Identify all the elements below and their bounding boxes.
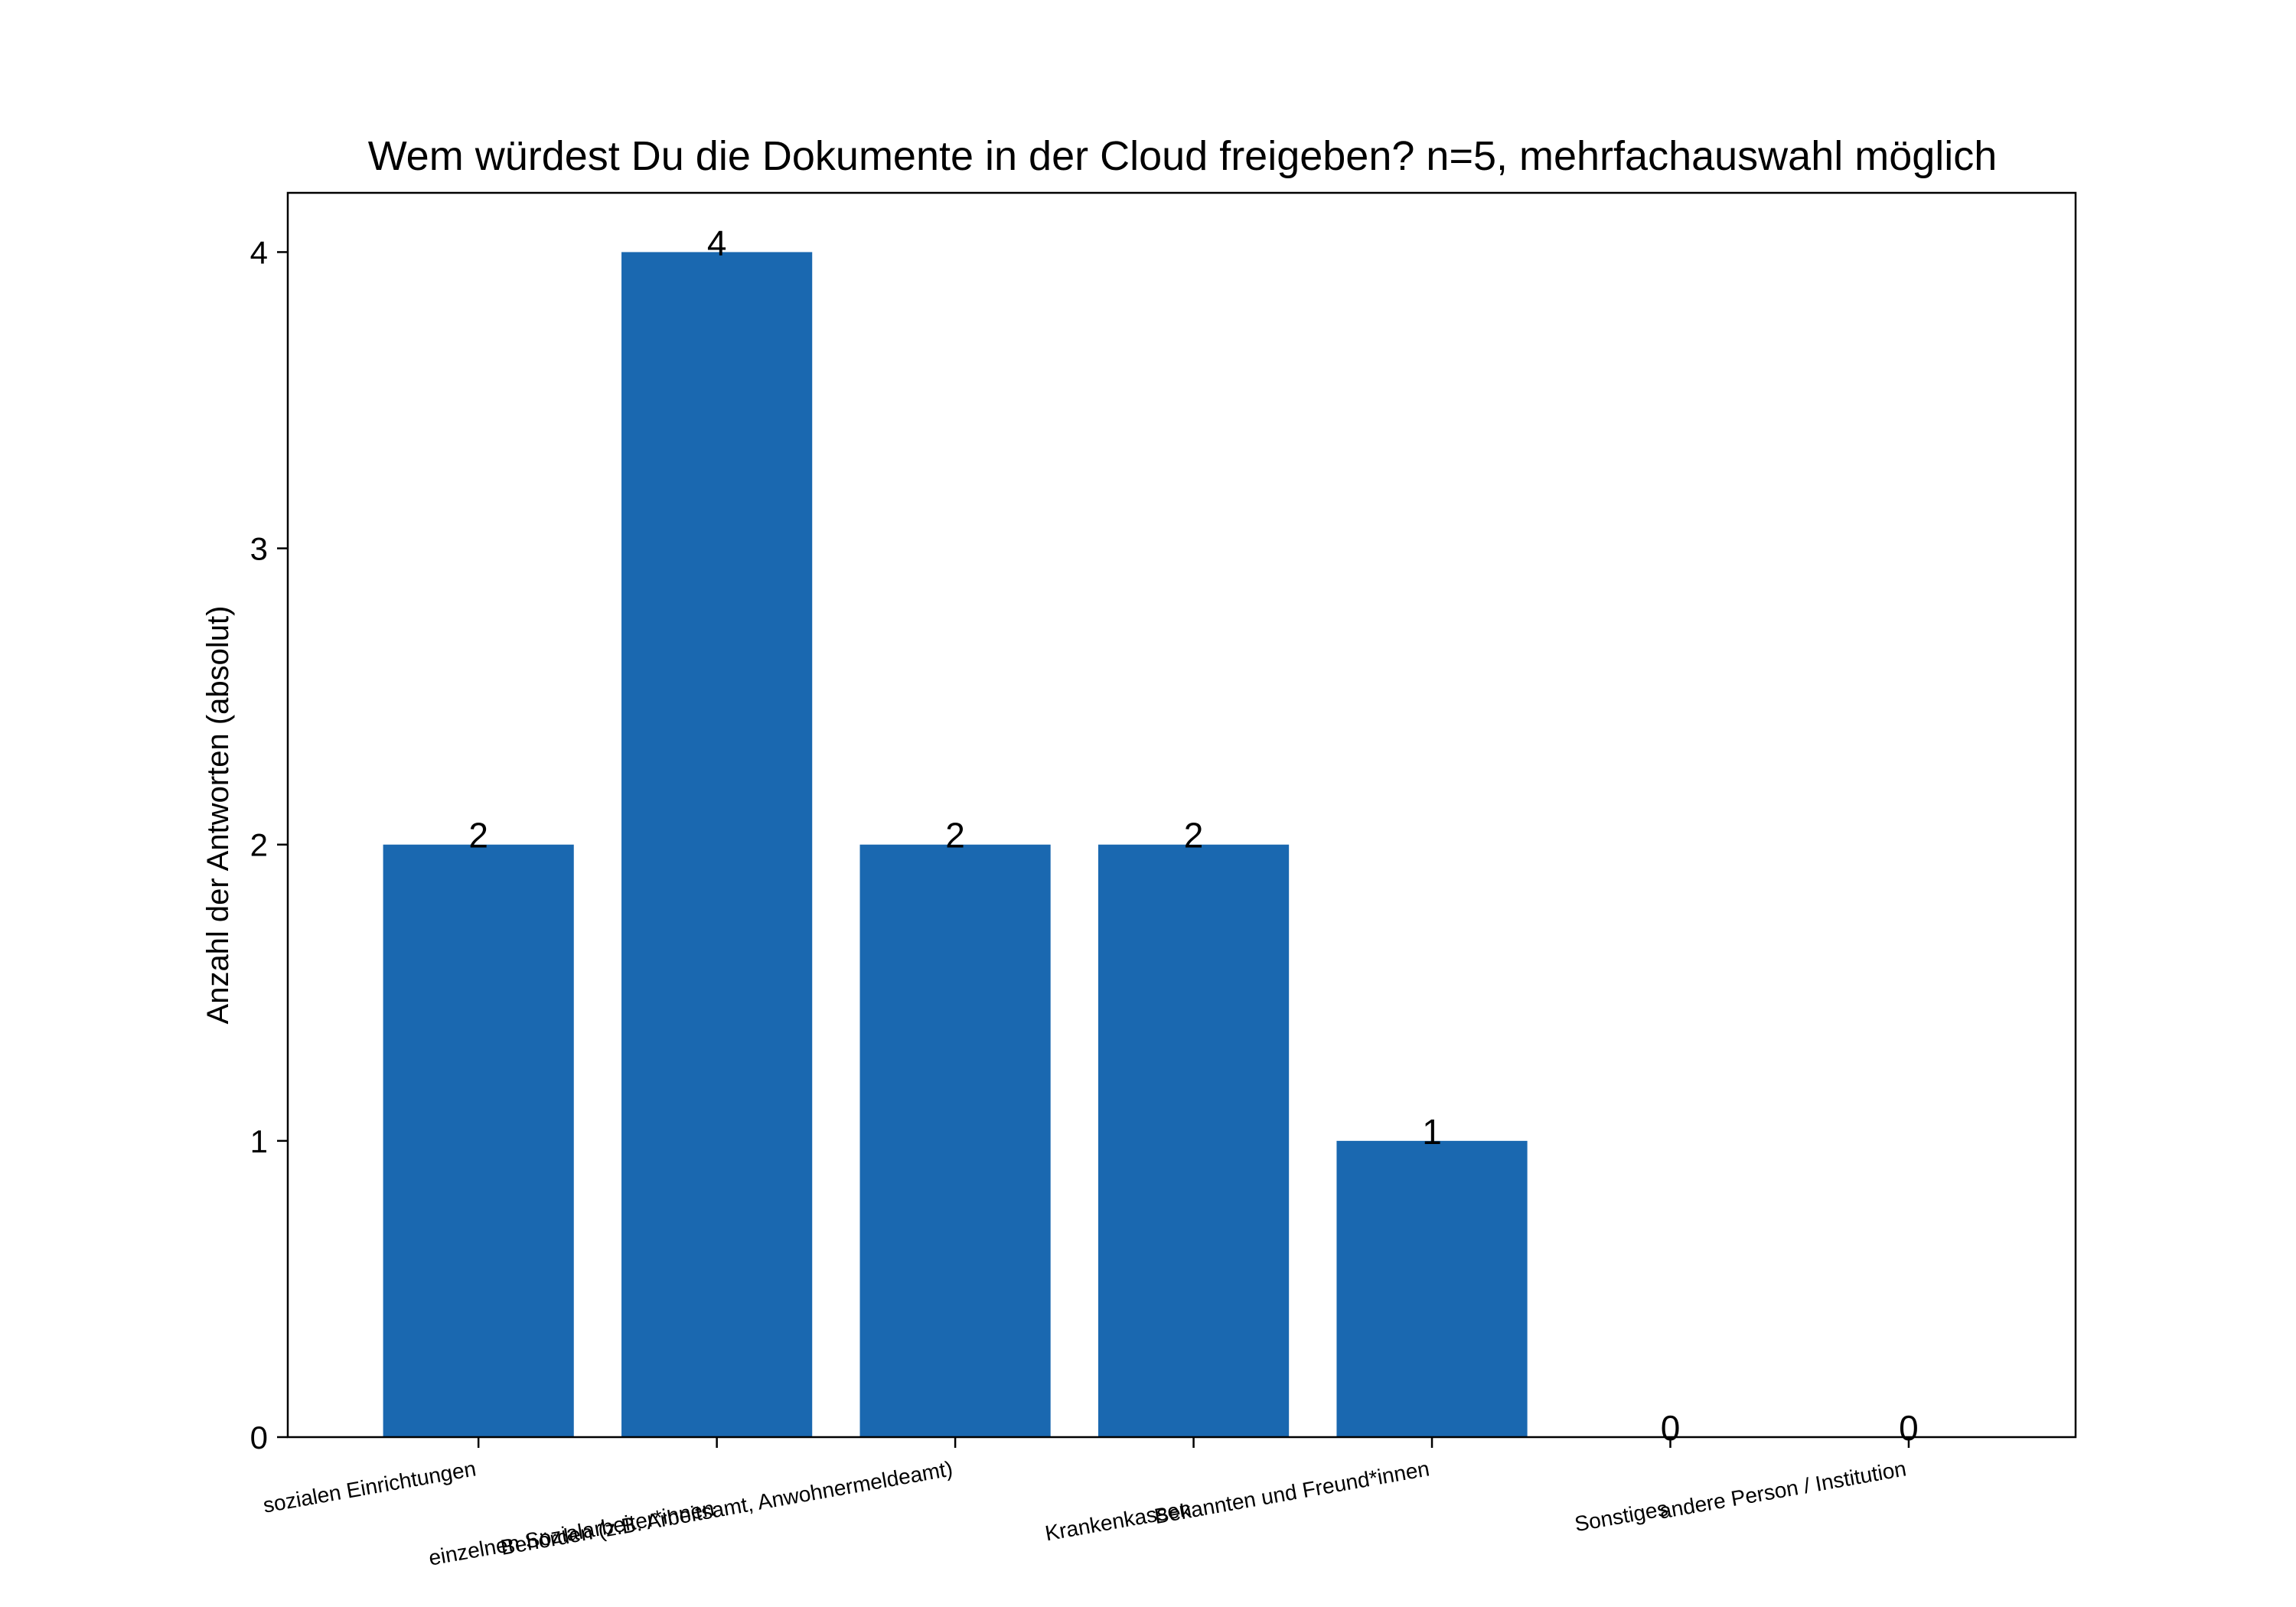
bar	[859, 844, 1051, 1437]
bar	[1097, 844, 1290, 1437]
x-tick-label: sozialen Einrichtungen	[261, 1456, 478, 1517]
x-tick-label: Sonstiges	[1573, 1496, 1669, 1536]
bar-value-label: 2	[945, 816, 965, 856]
chart-title: Wem würdest Du die Dokumente in der Clou…	[368, 133, 1998, 179]
y-axis-label: Anzahl der Antworten (absolut)	[201, 606, 235, 1025]
bar-value-label: 4	[707, 223, 727, 262]
value-labels-group: 242 210 0	[468, 223, 1918, 1448]
x-tick-label: Bekannten und Freund*innen	[1153, 1456, 1431, 1528]
y-axis: 0 1 2 3 4	[250, 234, 288, 1455]
y-tick-label: 3	[250, 531, 268, 567]
bar	[383, 844, 574, 1437]
y-tick-label: 1	[250, 1123, 268, 1159]
plot-frame	[286, 191, 2077, 1439]
bars-group	[383, 252, 1528, 1437]
x-tick-label: andere Person / Institution	[1658, 1456, 1908, 1523]
bar-value-label: 1	[1422, 1112, 1442, 1152]
y-tick-label: 2	[250, 827, 268, 863]
y-tick-label: 0	[250, 1420, 268, 1455]
bar-value-label: 2	[468, 816, 488, 856]
bar	[621, 252, 813, 1437]
bar	[1336, 1140, 1528, 1437]
x-tick-label: Behörden (z.B. Arbeitsamt, Anwohnermelde…	[499, 1456, 954, 1560]
y-tick-label: 4	[250, 234, 268, 270]
bar-value-label: 2	[1184, 816, 1204, 856]
